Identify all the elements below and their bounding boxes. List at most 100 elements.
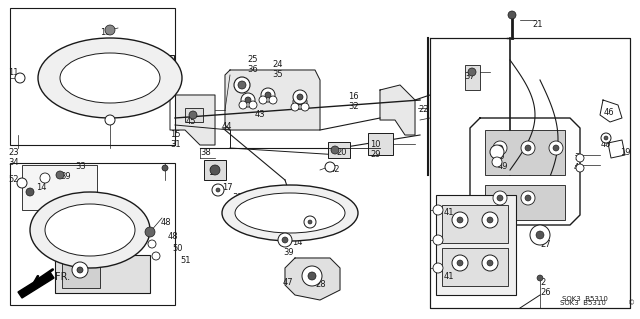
Text: 21: 21	[532, 20, 543, 29]
Ellipse shape	[38, 38, 182, 118]
Circle shape	[433, 263, 443, 273]
Text: 12: 12	[158, 62, 168, 71]
Circle shape	[17, 178, 27, 188]
Text: 45: 45	[186, 117, 196, 126]
Circle shape	[293, 90, 307, 104]
Circle shape	[293, 95, 307, 109]
Bar	[10, 163, 175, 305]
Bar	[328, 142, 350, 158]
Circle shape	[269, 96, 277, 104]
Text: 27: 27	[540, 240, 550, 249]
Circle shape	[497, 145, 503, 151]
Circle shape	[162, 165, 168, 171]
Bar	[204, 160, 226, 180]
Text: 43: 43	[255, 110, 266, 119]
Text: 4: 4	[574, 163, 579, 172]
Circle shape	[241, 93, 255, 107]
Circle shape	[239, 101, 247, 109]
Ellipse shape	[235, 193, 345, 233]
Circle shape	[487, 217, 493, 223]
Text: 50: 50	[172, 244, 182, 253]
Text: 41: 41	[444, 272, 454, 281]
Circle shape	[521, 141, 535, 155]
Circle shape	[291, 103, 299, 111]
Polygon shape	[380, 85, 415, 135]
Circle shape	[259, 96, 267, 104]
Text: 31: 31	[170, 140, 180, 149]
Text: 39: 39	[283, 248, 294, 257]
Text: 24: 24	[272, 60, 282, 69]
Text: 3: 3	[574, 153, 579, 162]
Circle shape	[433, 205, 443, 215]
Circle shape	[457, 217, 463, 223]
Text: 29: 29	[370, 150, 381, 159]
Circle shape	[245, 97, 251, 103]
Text: ©: ©	[628, 300, 635, 306]
Circle shape	[553, 145, 559, 151]
Circle shape	[536, 231, 544, 239]
Text: 26: 26	[540, 288, 550, 297]
Text: 40: 40	[601, 140, 611, 149]
Text: 30: 30	[302, 206, 312, 215]
Text: 41: 41	[444, 208, 454, 217]
Circle shape	[249, 101, 257, 109]
Polygon shape	[18, 272, 54, 298]
Bar	[185, 108, 203, 122]
Text: 52: 52	[8, 175, 19, 184]
Circle shape	[15, 73, 25, 83]
Circle shape	[433, 235, 443, 245]
Text: 6: 6	[498, 152, 504, 161]
Polygon shape	[170, 95, 215, 145]
Text: 35: 35	[272, 70, 283, 79]
Circle shape	[325, 162, 335, 172]
Bar	[485, 185, 565, 220]
Circle shape	[261, 88, 275, 102]
Circle shape	[601, 133, 611, 143]
Text: 49: 49	[498, 162, 509, 171]
Circle shape	[530, 225, 550, 245]
Text: 22: 22	[418, 105, 429, 114]
Text: 7: 7	[240, 82, 245, 91]
Circle shape	[148, 240, 156, 248]
Circle shape	[457, 260, 463, 266]
Bar	[10, 8, 175, 145]
Circle shape	[308, 272, 316, 280]
Text: 8: 8	[315, 270, 321, 279]
Bar	[442, 205, 508, 243]
Circle shape	[216, 188, 220, 192]
Text: 38: 38	[200, 148, 211, 157]
Text: 44: 44	[222, 122, 232, 131]
Text: 14: 14	[36, 183, 47, 192]
Circle shape	[212, 184, 224, 196]
Circle shape	[297, 94, 303, 100]
Circle shape	[77, 267, 83, 273]
Text: 33: 33	[75, 162, 86, 171]
Text: 16: 16	[348, 92, 358, 101]
Circle shape	[482, 255, 498, 271]
Polygon shape	[285, 258, 340, 300]
Text: 18: 18	[100, 28, 111, 37]
Bar	[430, 38, 630, 308]
Circle shape	[452, 212, 468, 228]
Ellipse shape	[60, 53, 160, 103]
Text: 1: 1	[208, 168, 213, 177]
Circle shape	[490, 145, 504, 159]
Circle shape	[482, 212, 498, 228]
Circle shape	[152, 252, 160, 260]
Bar	[442, 248, 508, 286]
Circle shape	[105, 115, 115, 125]
Circle shape	[521, 191, 535, 205]
Text: 34: 34	[8, 158, 19, 167]
Circle shape	[497, 195, 503, 201]
Text: 32: 32	[348, 102, 358, 111]
Circle shape	[576, 164, 584, 172]
Circle shape	[210, 165, 220, 175]
Text: 37: 37	[464, 72, 475, 81]
Circle shape	[508, 11, 516, 19]
Text: 39: 39	[60, 172, 70, 181]
Circle shape	[56, 171, 64, 179]
Circle shape	[492, 157, 502, 167]
Circle shape	[297, 99, 303, 105]
Text: 46: 46	[604, 108, 614, 117]
Text: 42: 42	[330, 165, 340, 174]
